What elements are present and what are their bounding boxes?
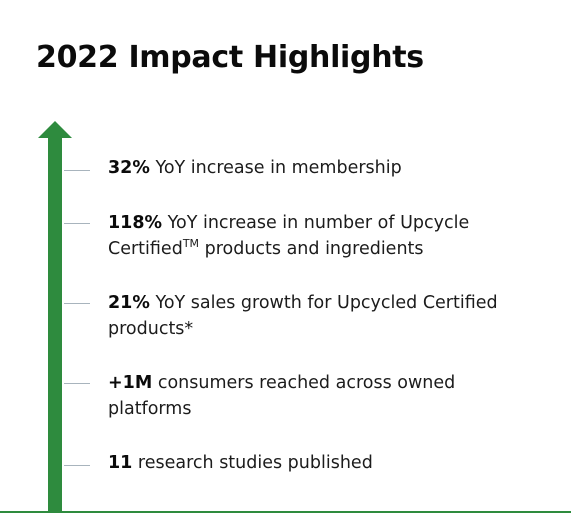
baseline-divider (0, 511, 571, 513)
highlight-text: research studies published (132, 453, 373, 473)
timeline-tick (64, 223, 90, 224)
timeline-tick (64, 303, 90, 304)
highlight-certified-products: 118% YoY increase in number of Upcycle Ce… (108, 210, 558, 262)
highlight-stat: +1M (108, 373, 153, 393)
highlight-sales-growth: 21% YoY sales growth for Upcycled Certif… (108, 290, 558, 342)
highlight-stat: 32% (108, 158, 150, 178)
highlight-membership: 32% YoY increase in membership (108, 155, 558, 181)
highlight-consumers-reached: +1M consumers reached across owned platfo… (108, 370, 558, 422)
up-arrow-icon (38, 121, 72, 138)
page-title: 2022 Impact Highlights (36, 40, 424, 75)
timeline-tick (64, 383, 90, 384)
timeline-tick (64, 170, 90, 171)
highlight-research-studies: 11 research studies published (108, 450, 558, 476)
growth-arrow-shaft (48, 137, 62, 513)
trademark-mark: TM (182, 237, 200, 250)
highlight-text: YoY sales growth for Upcycled Certified (149, 293, 498, 313)
highlight-text: platforms (108, 399, 192, 419)
highlight-text: YoY increase in number of Upcycle (162, 213, 470, 233)
highlight-text: YoY increase in membership (149, 158, 402, 178)
highlight-text: products and ingredients (199, 239, 424, 259)
highlight-text: products* (108, 319, 194, 339)
highlight-text: consumers reached across owned (152, 373, 456, 393)
highlight-stat: 21% (108, 293, 150, 313)
timeline-tick (64, 465, 90, 466)
highlight-text: Certified (108, 239, 183, 259)
highlight-stat: 11 (108, 453, 133, 473)
highlight-stat: 118% (108, 213, 163, 233)
